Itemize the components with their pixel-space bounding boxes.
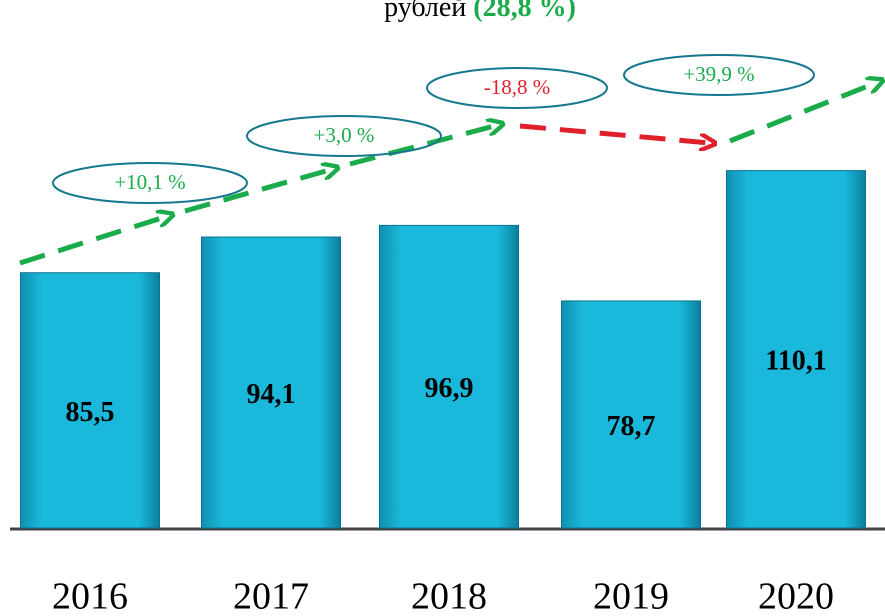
x-tick-label: 2018 <box>411 576 487 616</box>
title-text: рублей <box>384 0 466 23</box>
annotation: +3,0 % <box>314 123 375 147</box>
data-label: 94,1 <box>247 379 296 410</box>
title-highlight: (28,8 %) <box>473 0 576 23</box>
annotation-ellipse <box>623 54 815 96</box>
annotation-ellipse <box>246 115 442 157</box>
x-tick-label: 2017 <box>233 576 309 616</box>
arrow <box>184 169 333 214</box>
annotation-ellipse <box>52 162 248 204</box>
annotation-ellipse <box>426 67 608 109</box>
x-tick-label: 2016 <box>52 576 128 616</box>
bar <box>201 236 341 529</box>
trend-arrows <box>19 82 878 266</box>
bar <box>726 170 866 529</box>
x-tick-label: 2020 <box>758 576 834 616</box>
arrow <box>729 82 878 144</box>
arrow <box>519 123 710 143</box>
annotation: +10,1 % <box>114 170 185 194</box>
bar <box>561 300 701 529</box>
data-label: 85,5 <box>66 397 115 428</box>
data-label: 110,1 <box>765 346 826 377</box>
bar <box>20 272 160 529</box>
arrow <box>349 125 498 167</box>
data-label: 78,7 <box>607 411 656 442</box>
x-tick-label: 2019 <box>593 576 669 616</box>
bar <box>379 224 519 529</box>
data-label: 96,9 <box>425 373 474 404</box>
annotation: -18,8 % <box>484 75 551 99</box>
arrow <box>19 216 168 266</box>
annotation: +39,9 % <box>683 62 754 86</box>
chart-title: рублей (28,8 %) <box>384 0 576 23</box>
